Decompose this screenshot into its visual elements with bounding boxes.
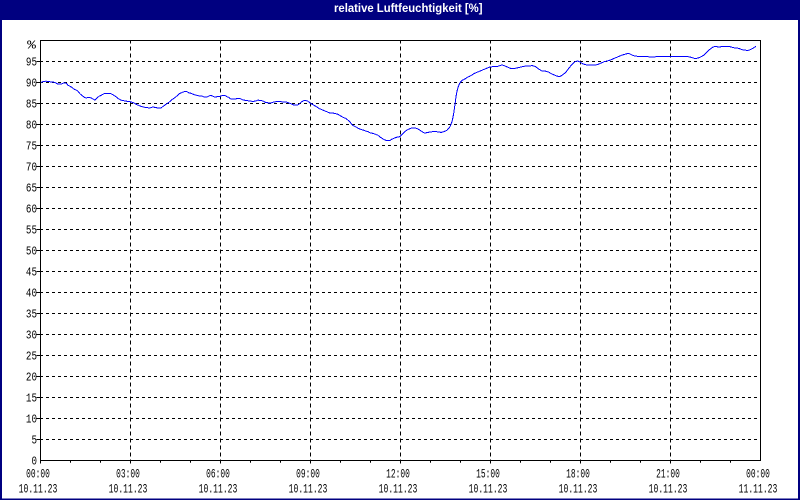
svg-text:10.11.23: 10.11.23 <box>19 483 58 497</box>
svg-text:15:00: 15:00 <box>476 468 500 482</box>
svg-text:20: 20 <box>26 371 37 384</box>
svg-text:10: 10 <box>26 413 37 426</box>
svg-text:5: 5 <box>31 434 37 447</box>
svg-text:00:00: 00:00 <box>746 468 770 482</box>
svg-text:45: 45 <box>26 266 37 279</box>
svg-text:0: 0 <box>32 455 38 468</box>
svg-text:15: 15 <box>26 392 37 405</box>
svg-text:10.11.23: 10.11.23 <box>649 483 688 497</box>
svg-text:06:00: 06:00 <box>206 468 230 482</box>
svg-text:35: 35 <box>26 308 37 321</box>
svg-text:60: 60 <box>26 203 37 216</box>
svg-text:25: 25 <box>26 350 37 363</box>
svg-text:95: 95 <box>26 56 37 69</box>
svg-text:40: 40 <box>26 287 37 300</box>
svg-text:30: 30 <box>26 329 37 342</box>
svg-text:21:00: 21:00 <box>656 468 680 482</box>
svg-text:10.11.23: 10.11.23 <box>379 483 418 497</box>
svg-text:80: 80 <box>26 119 37 132</box>
svg-text:11.11.23: 11.11.23 <box>739 483 778 497</box>
svg-text:03:00: 03:00 <box>116 468 140 482</box>
svg-text:65: 65 <box>26 182 37 195</box>
svg-text:85: 85 <box>26 98 37 111</box>
svg-text:50: 50 <box>26 245 37 258</box>
svg-text:10.11.23: 10.11.23 <box>199 483 238 497</box>
svg-text:90: 90 <box>26 77 37 90</box>
svg-text:12:00: 12:00 <box>386 468 410 482</box>
svg-text:18:00: 18:00 <box>566 468 590 482</box>
svg-text:%: % <box>27 39 36 52</box>
svg-text:10.11.23: 10.11.23 <box>289 483 328 497</box>
svg-text:relative Luftfeuchtigkeit [%]: relative Luftfeuchtigkeit [%] <box>334 1 483 15</box>
svg-text:55: 55 <box>26 224 37 237</box>
svg-text:10.11.23: 10.11.23 <box>559 483 598 497</box>
svg-text:70: 70 <box>26 161 37 174</box>
svg-text:10.11.23: 10.11.23 <box>469 483 508 497</box>
svg-text:75: 75 <box>26 140 37 153</box>
svg-text:09:00: 09:00 <box>296 468 320 482</box>
svg-text:00:00: 00:00 <box>26 468 50 482</box>
svg-text:10.11.23: 10.11.23 <box>109 483 148 497</box>
